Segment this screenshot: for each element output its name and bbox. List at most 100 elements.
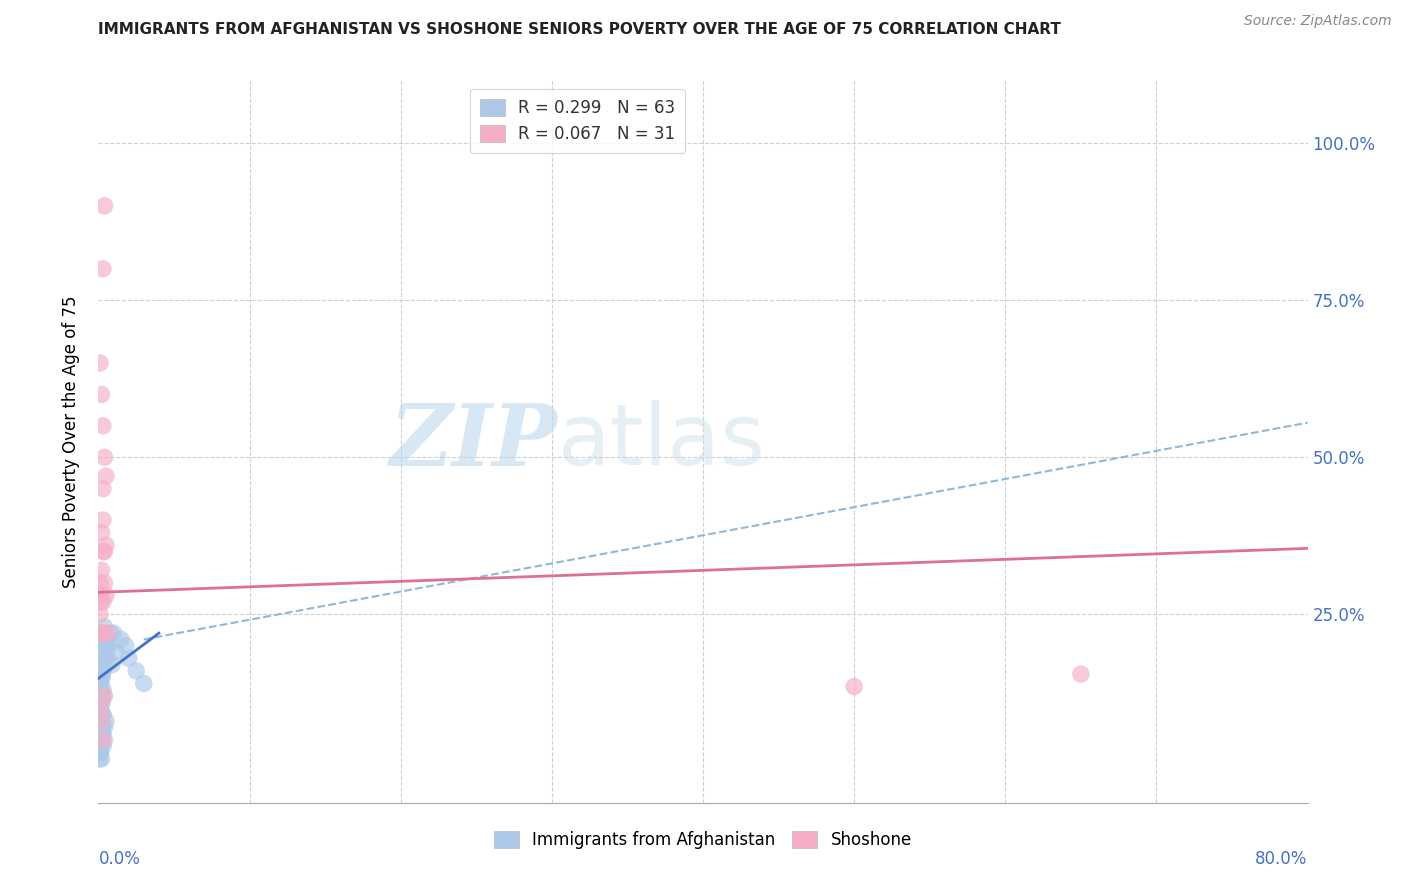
Text: 0.0%: 0.0%	[98, 850, 141, 868]
Point	[90, 733, 112, 747]
Point	[110, 632, 132, 647]
Point	[93, 575, 115, 590]
Point	[94, 538, 117, 552]
Point	[93, 720, 115, 734]
Point	[94, 639, 117, 653]
Point	[90, 626, 112, 640]
Point	[89, 714, 111, 728]
Point	[89, 739, 111, 754]
Point	[89, 701, 111, 715]
Point	[1070, 667, 1092, 681]
Point	[91, 261, 114, 276]
Point	[90, 670, 112, 684]
Point	[89, 707, 111, 722]
Point	[90, 676, 112, 690]
Point	[93, 733, 115, 747]
Point	[94, 589, 117, 603]
Point	[89, 707, 111, 722]
Point	[91, 632, 114, 647]
Point	[90, 701, 112, 715]
Point	[91, 707, 114, 722]
Point	[90, 626, 112, 640]
Point	[125, 664, 148, 678]
Point	[91, 727, 114, 741]
Text: IMMIGRANTS FROM AFGHANISTAN VS SHOSHONE SENIORS POVERTY OVER THE AGE OF 75 CORRE: IMMIGRANTS FROM AFGHANISTAN VS SHOSHONE …	[98, 22, 1062, 37]
Point	[90, 525, 112, 540]
Point	[89, 714, 111, 728]
Text: atlas: atlas	[558, 400, 766, 483]
Point	[114, 639, 136, 653]
Point	[89, 695, 111, 709]
Point	[90, 387, 112, 401]
Point	[89, 589, 111, 603]
Point	[90, 727, 112, 741]
Point	[94, 469, 117, 483]
Point	[91, 595, 114, 609]
Point	[89, 701, 111, 715]
Point	[91, 689, 114, 703]
Y-axis label: Seniors Poverty Over the Age of 75: Seniors Poverty Over the Age of 75	[62, 295, 80, 588]
Point	[89, 746, 111, 760]
Point	[91, 513, 114, 527]
Text: Source: ZipAtlas.com: Source: ZipAtlas.com	[1244, 14, 1392, 28]
Point	[103, 626, 125, 640]
Point	[93, 450, 115, 465]
Point	[89, 575, 111, 590]
Point	[98, 639, 121, 653]
Point	[844, 680, 866, 694]
Point	[89, 682, 111, 697]
Point	[90, 689, 112, 703]
Point	[89, 701, 111, 715]
Text: ZIP: ZIP	[389, 400, 558, 483]
Point	[90, 752, 112, 766]
Point	[93, 620, 115, 634]
Point	[89, 739, 111, 754]
Point	[90, 657, 112, 672]
Point	[91, 670, 114, 684]
Point	[89, 720, 111, 734]
Legend: Immigrants from Afghanistan, Shoshone: Immigrants from Afghanistan, Shoshone	[488, 824, 918, 856]
Point	[89, 714, 111, 728]
Point	[91, 418, 114, 433]
Point	[91, 739, 114, 754]
Point	[90, 727, 112, 741]
Point	[96, 651, 118, 665]
Point	[93, 689, 115, 703]
Point	[89, 733, 111, 747]
Point	[90, 626, 112, 640]
Point	[91, 695, 114, 709]
Point	[94, 639, 117, 653]
Point	[91, 544, 114, 558]
Point	[89, 727, 111, 741]
Point	[100, 626, 122, 640]
Point	[89, 689, 111, 703]
Point	[90, 645, 112, 659]
Point	[132, 676, 155, 690]
Point	[105, 645, 128, 659]
Text: 80.0%: 80.0%	[1256, 850, 1308, 868]
Point	[91, 664, 114, 678]
Point	[89, 356, 111, 370]
Point	[90, 714, 112, 728]
Point	[89, 720, 111, 734]
Point	[91, 682, 114, 697]
Point	[89, 752, 111, 766]
Point	[89, 589, 111, 603]
Point	[89, 746, 111, 760]
Point	[94, 714, 117, 728]
Point	[89, 607, 111, 622]
Point	[91, 664, 114, 678]
Point	[93, 544, 115, 558]
Point	[90, 720, 112, 734]
Point	[91, 733, 114, 747]
Point	[89, 701, 111, 715]
Point	[91, 482, 114, 496]
Point	[91, 707, 114, 722]
Point	[118, 651, 141, 665]
Point	[93, 651, 115, 665]
Point	[93, 199, 115, 213]
Point	[96, 626, 118, 640]
Point	[101, 657, 124, 672]
Point	[90, 563, 112, 577]
Point	[90, 746, 112, 760]
